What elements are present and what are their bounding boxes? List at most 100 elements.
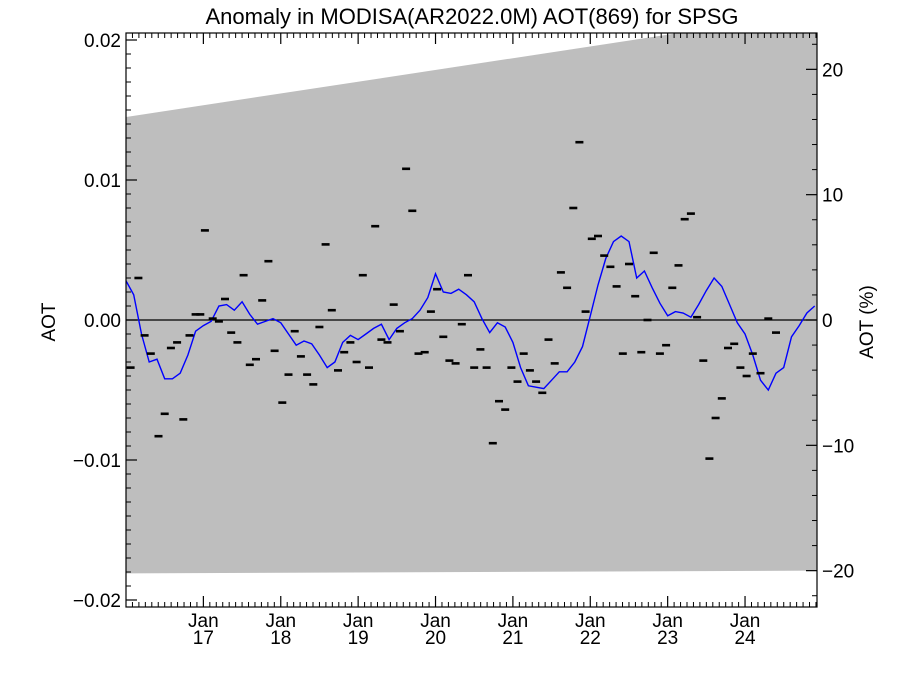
data-point-marker [569, 206, 578, 210]
data-point-marker [270, 349, 279, 353]
data-point-marker [507, 366, 516, 369]
y-tick-label: 0.00 [84, 311, 121, 332]
data-point-marker [146, 352, 155, 355]
data-point-marker [730, 342, 739, 346]
data-point-marker [160, 412, 169, 416]
data-point-marker [340, 350, 349, 354]
x-tick-year-label: 22 [580, 628, 601, 649]
data-point-marker [208, 317, 217, 320]
data-point-marker [742, 374, 751, 378]
data-point-marker [239, 273, 248, 277]
y-tick-label: −0.02 [73, 591, 121, 612]
data-point-marker [227, 331, 236, 334]
data-point-marker [513, 380, 522, 383]
data-point-marker [140, 334, 149, 337]
data-point-marker [445, 359, 454, 362]
y-axis-label: AOT [39, 302, 60, 341]
x-tick-year-label: 23 [657, 628, 678, 649]
data-point-marker [637, 350, 646, 354]
data-point-marker [264, 259, 273, 263]
y-tick-label: 0.01 [84, 171, 121, 192]
data-point-marker [600, 254, 609, 257]
data-point-marker [408, 209, 417, 213]
x-tick-year-label: 19 [348, 628, 369, 649]
y-tick-label: 0.02 [84, 31, 121, 52]
data-point-marker [414, 352, 423, 355]
data-point-marker [495, 399, 503, 403]
data-point-marker [126, 366, 135, 369]
data-point-marker [476, 348, 485, 351]
data-point-marker [284, 373, 293, 376]
data-point-marker [594, 234, 602, 238]
data-point-marker [278, 401, 287, 404]
x-tick-year-label: 21 [502, 628, 523, 649]
data-point-marker [693, 315, 702, 319]
data-point-marker [420, 350, 429, 354]
x-tick-month-label: Jan [498, 611, 529, 632]
data-point-marker [736, 366, 745, 369]
data-point-marker [196, 313, 205, 316]
data-point-marker [538, 391, 547, 395]
data-point-marker [245, 363, 254, 367]
data-point-marker [402, 167, 411, 171]
data-point-marker [532, 380, 541, 383]
data-point-marker [200, 229, 209, 232]
data-point-marker [625, 262, 633, 266]
data-point-marker [214, 320, 223, 323]
data-point-marker [166, 346, 175, 350]
data-point-marker [426, 310, 435, 313]
data-point-marker [191, 313, 200, 316]
data-point-marker [173, 341, 182, 344]
data-point-marker [321, 243, 330, 246]
data-point-marker [631, 294, 640, 298]
data-point-marker [550, 362, 559, 365]
data-point-marker [525, 369, 534, 372]
y-tick-label: −0.01 [73, 451, 121, 472]
data-point-marker [327, 308, 336, 312]
data-point-marker [334, 369, 342, 372]
data-point-marker [457, 322, 466, 326]
data-point-marker [612, 285, 621, 288]
data-point-marker [395, 329, 404, 333]
data-point-marker [501, 408, 510, 411]
data-point-marker [296, 355, 305, 358]
data-point-marker [686, 212, 695, 215]
envelope-layer [126, 33, 817, 574]
data-point-marker [488, 441, 497, 445]
y-right-tick-label: 20 [822, 60, 843, 81]
data-point-marker [433, 287, 442, 291]
y-right-tick-label: 10 [822, 186, 843, 207]
data-point-marker [290, 329, 299, 333]
data-point-marker [154, 434, 163, 438]
data-point-marker [772, 331, 780, 334]
x-tick-month-label: Jan [420, 611, 451, 632]
data-point-marker [618, 352, 627, 355]
axes-layer: 0.020.010.00−0.01−0.0220100−10−20Jan17Ja… [73, 31, 854, 649]
envelope-band [126, 33, 817, 574]
data-point-marker [383, 341, 392, 344]
x-tick-month-label: Jan [652, 611, 683, 632]
data-point-marker [371, 224, 380, 228]
data-point-marker [439, 335, 448, 339]
smoothed-anomaly-line [126, 235, 816, 392]
data-point-marker [705, 457, 714, 460]
x-tick-year-label: 20 [425, 628, 446, 649]
data-point-marker [252, 357, 260, 361]
data-point-marker [587, 237, 596, 241]
x-tick-year-label: 24 [734, 628, 756, 649]
data-point-marker [764, 317, 773, 320]
y-right-tick-label: −20 [822, 562, 854, 583]
data-point-marker [575, 140, 584, 144]
data-point-marker [674, 264, 683, 267]
data-point-marker [365, 366, 373, 369]
x-tick-month-label: Jan [575, 611, 606, 632]
data-point-marker [649, 251, 658, 255]
data-point-marker [581, 310, 590, 313]
data-point-marker [699, 359, 708, 362]
data-point-marker [519, 352, 528, 355]
data-point-marker [724, 346, 732, 350]
data-point-marker [134, 276, 143, 280]
chart-title: Anomaly in MODISA(AR2022.0M) AOT(869) fo… [205, 4, 738, 29]
data-point-marker [662, 343, 671, 347]
